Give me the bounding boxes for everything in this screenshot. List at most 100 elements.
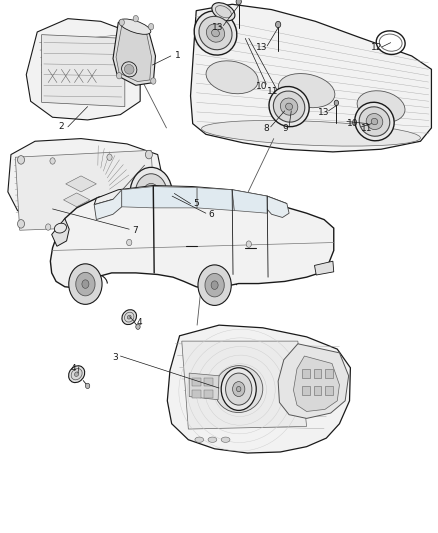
Ellipse shape <box>379 34 402 51</box>
Ellipse shape <box>269 86 309 127</box>
Circle shape <box>150 220 157 228</box>
Circle shape <box>46 224 51 230</box>
Circle shape <box>127 239 132 246</box>
Polygon shape <box>153 187 197 208</box>
Circle shape <box>145 150 152 159</box>
Polygon shape <box>26 19 140 120</box>
Ellipse shape <box>215 366 263 413</box>
Text: 2: 2 <box>59 123 64 131</box>
Polygon shape <box>314 261 334 275</box>
Polygon shape <box>204 390 213 398</box>
Polygon shape <box>278 344 349 418</box>
Circle shape <box>130 167 172 219</box>
Polygon shape <box>15 150 155 230</box>
Circle shape <box>76 272 95 296</box>
Circle shape <box>151 78 156 84</box>
Ellipse shape <box>357 91 405 123</box>
Circle shape <box>143 183 159 203</box>
Ellipse shape <box>199 17 232 50</box>
Polygon shape <box>116 26 152 82</box>
Text: 13: 13 <box>256 44 268 52</box>
Text: 10: 10 <box>256 82 268 91</box>
Text: 9: 9 <box>283 125 289 133</box>
Text: 4: 4 <box>137 318 142 327</box>
Ellipse shape <box>69 366 85 383</box>
Circle shape <box>236 0 241 5</box>
Text: 4: 4 <box>71 365 76 373</box>
Circle shape <box>233 382 245 397</box>
Polygon shape <box>302 386 310 395</box>
Ellipse shape <box>194 11 237 55</box>
Ellipse shape <box>122 310 137 325</box>
Polygon shape <box>161 188 171 198</box>
Polygon shape <box>52 219 69 246</box>
Text: 8: 8 <box>263 125 269 133</box>
Circle shape <box>85 383 90 389</box>
Text: 5: 5 <box>193 199 199 208</box>
Circle shape <box>198 265 231 305</box>
Circle shape <box>135 174 167 212</box>
Circle shape <box>211 281 218 289</box>
Ellipse shape <box>221 437 230 442</box>
Ellipse shape <box>74 372 79 376</box>
Polygon shape <box>64 193 90 207</box>
Text: 10: 10 <box>347 119 358 128</box>
Circle shape <box>334 100 339 106</box>
Text: 3: 3 <box>112 353 118 361</box>
Polygon shape <box>302 369 310 378</box>
Circle shape <box>107 154 112 160</box>
Circle shape <box>276 21 281 28</box>
Ellipse shape <box>206 24 225 42</box>
Polygon shape <box>192 378 201 386</box>
Circle shape <box>82 280 89 288</box>
Ellipse shape <box>124 64 134 74</box>
Polygon shape <box>314 369 321 378</box>
Polygon shape <box>167 325 350 453</box>
Circle shape <box>69 264 102 304</box>
Circle shape <box>18 156 25 164</box>
Polygon shape <box>94 185 287 208</box>
Ellipse shape <box>71 368 82 380</box>
Circle shape <box>119 19 124 26</box>
Polygon shape <box>189 373 219 400</box>
Polygon shape <box>182 341 307 429</box>
Ellipse shape <box>195 437 204 442</box>
Polygon shape <box>8 139 162 232</box>
Polygon shape <box>325 369 333 378</box>
Polygon shape <box>197 188 234 211</box>
Ellipse shape <box>208 437 217 442</box>
Ellipse shape <box>119 19 151 34</box>
Polygon shape <box>66 176 96 192</box>
Polygon shape <box>232 190 267 213</box>
Ellipse shape <box>206 61 258 94</box>
Circle shape <box>205 273 224 297</box>
Circle shape <box>18 220 25 228</box>
Polygon shape <box>94 190 122 220</box>
Ellipse shape <box>201 120 420 146</box>
Circle shape <box>105 221 110 227</box>
Polygon shape <box>293 356 339 411</box>
Text: 7: 7 <box>132 226 138 235</box>
Circle shape <box>133 15 138 22</box>
Ellipse shape <box>212 29 219 37</box>
Ellipse shape <box>280 98 298 115</box>
Text: 1: 1 <box>174 52 180 60</box>
Ellipse shape <box>366 114 383 130</box>
Text: 11: 11 <box>267 87 278 96</box>
Ellipse shape <box>359 107 390 136</box>
Circle shape <box>136 324 140 329</box>
Ellipse shape <box>355 102 394 141</box>
Circle shape <box>148 23 154 30</box>
Circle shape <box>221 368 256 410</box>
Ellipse shape <box>54 223 67 233</box>
Circle shape <box>237 386 241 392</box>
Ellipse shape <box>376 31 405 54</box>
Polygon shape <box>314 386 321 395</box>
Text: 11: 11 <box>361 125 373 133</box>
Circle shape <box>246 241 251 247</box>
Polygon shape <box>50 192 334 289</box>
Circle shape <box>50 158 55 164</box>
Circle shape <box>117 72 122 79</box>
Ellipse shape <box>122 62 137 77</box>
Polygon shape <box>204 378 213 386</box>
